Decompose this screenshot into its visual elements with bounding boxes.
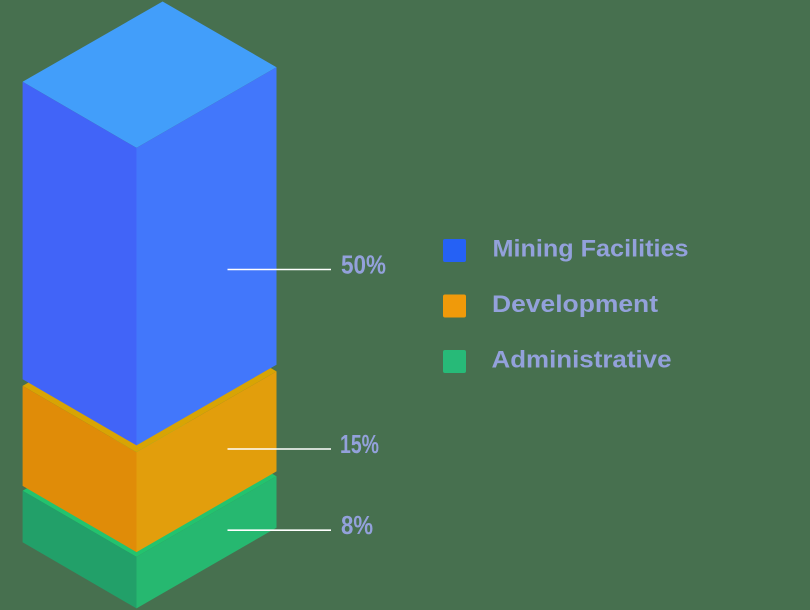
svg-text:8%: 8%	[341, 510, 373, 540]
svg-text:50%: 50%	[341, 249, 386, 279]
svg-text:Mining Facilities: Mining Facilities	[493, 236, 689, 263]
svg-text:15%: 15%	[340, 429, 379, 459]
svg-text:Administrative: Administrative	[492, 347, 672, 374]
svg-text:Development: Development	[492, 291, 658, 318]
